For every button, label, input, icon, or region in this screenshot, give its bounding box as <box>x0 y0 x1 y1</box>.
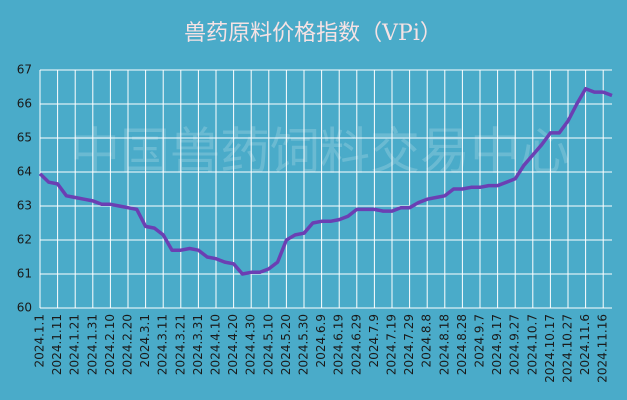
x-tick-label: 2024.6.9 <box>314 314 328 367</box>
y-tick-label: 60 <box>17 301 32 315</box>
x-tick-label: 2024.5.10 <box>261 314 275 375</box>
x-tick-label: 2024.11.6 <box>578 314 592 375</box>
x-tick-label: 2024.4.20 <box>226 314 240 375</box>
x-tick-label: 2024.10.7 <box>525 314 539 375</box>
x-tick-label: 2024.7.19 <box>385 314 399 375</box>
x-tick-label: 2024.7.29 <box>402 314 416 375</box>
y-tick-label: 61 <box>17 267 32 281</box>
watermark: 中国兽药饲料交易中心 <box>70 123 570 181</box>
y-tick-label: 67 <box>17 63 32 77</box>
x-tick-label: 2024.4.30 <box>244 314 258 375</box>
x-tick-label: 2024.3.11 <box>156 314 170 375</box>
x-tick-label: 2024.8.18 <box>437 314 451 375</box>
x-tick-label: 2024.2.10 <box>103 314 117 375</box>
y-tick-label: 63 <box>17 199 32 213</box>
chart-title: 兽药原料价格指数（VPi） <box>184 21 442 46</box>
x-tick-label: 2024.9.7 <box>473 314 487 367</box>
x-tick-label: 2024.2.20 <box>121 314 135 375</box>
x-tick-label: 2024.3.31 <box>191 314 205 375</box>
x-tick-label: 2024.1.31 <box>85 314 99 375</box>
x-tick-label: 2024.1.21 <box>68 314 82 375</box>
y-tick-label: 65 <box>17 131 32 145</box>
x-tick-label: 2024.5.20 <box>279 314 293 375</box>
x-tick-label: 2024.10.27 <box>561 314 575 383</box>
y-tick-label: 62 <box>17 233 32 247</box>
x-tick-label: 2024.11.16 <box>596 314 610 383</box>
x-tick-label: 2024.7.9 <box>367 314 381 367</box>
y-tick-label: 66 <box>17 97 32 111</box>
x-tick-label: 2024.9.17 <box>490 314 504 375</box>
x-tick-label: 2024.1.1 <box>33 314 47 367</box>
x-tick-label: 2024.9.27 <box>508 314 522 375</box>
x-tick-label: 2024.8.28 <box>455 314 469 375</box>
x-tick-label: 2024.6.19 <box>332 314 346 375</box>
x-tick-label: 2024.10.17 <box>543 314 557 383</box>
x-tick-label: 2024.8.8 <box>420 314 434 367</box>
data-line <box>38 86 613 276</box>
x-tick-label: 2024.1.11 <box>50 314 64 375</box>
x-tick-label: 2024.6.29 <box>349 314 363 375</box>
x-tick-label: 2024.5.30 <box>297 314 311 375</box>
x-tick-label: 2024.4.10 <box>209 314 223 375</box>
x-tick-label: 2024.3.21 <box>173 314 187 375</box>
y-tick-label: 64 <box>17 165 32 179</box>
x-tick-label: 2024.3.1 <box>138 314 152 367</box>
